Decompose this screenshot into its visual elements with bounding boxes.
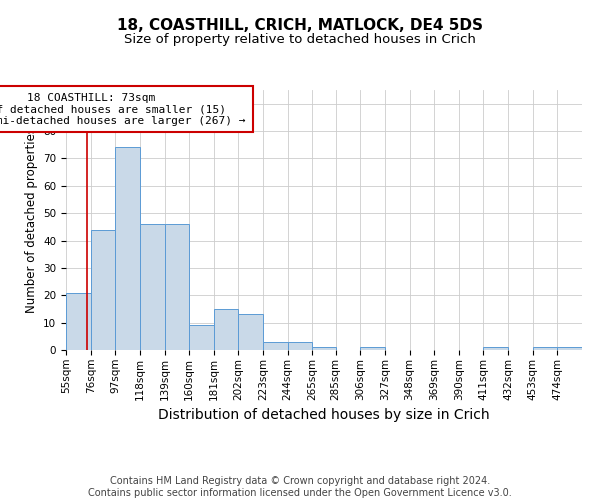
Bar: [115, 148, 140, 350]
Y-axis label: Number of detached properties: Number of detached properties: [25, 127, 38, 313]
Text: Contains HM Land Registry data © Crown copyright and database right 2024.
Contai: Contains HM Land Registry data © Crown c…: [88, 476, 512, 498]
Bar: [533, 348, 557, 350]
Bar: [263, 342, 287, 350]
Bar: [91, 230, 115, 350]
Bar: [140, 224, 164, 350]
Bar: [214, 309, 238, 350]
Bar: [164, 224, 189, 350]
X-axis label: Distribution of detached houses by size in Crich: Distribution of detached houses by size …: [158, 408, 490, 422]
Text: Size of property relative to detached houses in Crich: Size of property relative to detached ho…: [124, 32, 476, 46]
Bar: [484, 348, 508, 350]
Bar: [557, 348, 582, 350]
Text: 18 COASTHILL: 73sqm
← 5% of detached houses are smaller (15)
94% of semi-detache: 18 COASTHILL: 73sqm ← 5% of detached hou…: [0, 92, 246, 126]
Text: 18, COASTHILL, CRICH, MATLOCK, DE4 5DS: 18, COASTHILL, CRICH, MATLOCK, DE4 5DS: [117, 18, 483, 32]
Bar: [189, 326, 214, 350]
Bar: [66, 292, 91, 350]
Bar: [287, 342, 312, 350]
Bar: [361, 348, 385, 350]
Bar: [238, 314, 263, 350]
Bar: [312, 348, 336, 350]
